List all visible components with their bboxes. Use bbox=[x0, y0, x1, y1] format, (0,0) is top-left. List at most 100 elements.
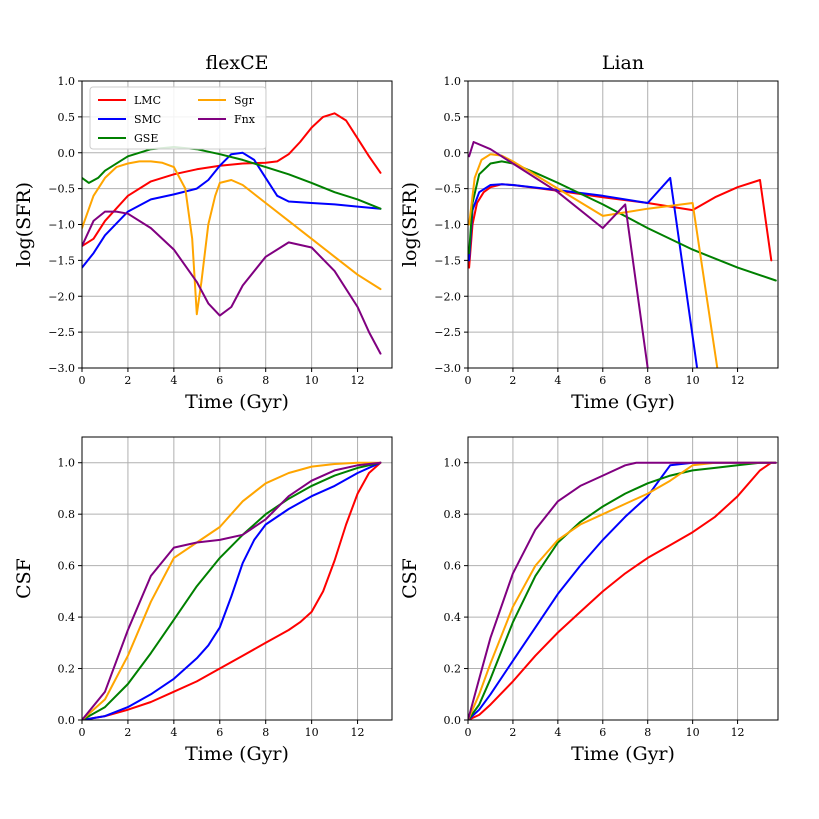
lian-csf-x-axis-label: Time (Gyr) bbox=[571, 743, 675, 765]
flexce-csf-x-tick-label: 2 bbox=[124, 726, 131, 739]
flexce-sfr-x-tick-label: 2 bbox=[124, 374, 131, 387]
lian-sfr-series-sgr bbox=[468, 153, 719, 368]
flexce-sfr-legend-label-lmc: LMC bbox=[134, 94, 161, 107]
flexce-sfr-y-tick-label: 1.0 bbox=[58, 75, 76, 88]
lian-csf-x-tick-label: 12 bbox=[731, 726, 745, 739]
lian-sfr-x-tick-label: 10 bbox=[686, 374, 700, 387]
flexce-csf-axes-frame bbox=[81, 436, 393, 721]
flexce-sfr-x-tick-label: 0 bbox=[79, 374, 86, 387]
lian-sfr-y-axis-label: log(SFR) bbox=[399, 182, 421, 267]
lian-csf-panel: 0 2 4 6 8 10 12 0.0 0.2 0.4 0.6 0.8 1.0 Time (Gyr) CSF bbox=[399, 436, 779, 765]
flexce-csf-series-gse bbox=[82, 461, 382, 720]
flexce-sfr-series-sgr bbox=[82, 160, 382, 316]
lian-sfr-y-tick-label: 0.0 bbox=[444, 147, 462, 160]
flexce-sfr-y-axis-label: log(SFR) bbox=[13, 182, 35, 267]
lian-csf-y-axis-label: CSF bbox=[399, 558, 421, 599]
flexce-sfr-legend-label-sgr: Sgr bbox=[234, 94, 255, 107]
flexce-sfr-y-tick-label: −2.0 bbox=[48, 290, 75, 303]
lian-sfr-y-tick-label: −0.5 bbox=[434, 183, 461, 196]
flexce-csf-y-tick-label: 1.0 bbox=[58, 457, 76, 470]
flexce-csf-panel: 0 2 4 6 8 10 12 0.0 0.2 0.4 0.6 0.8 1.0 Time (Gyr) CSF bbox=[13, 436, 393, 765]
flexce-sfr-legend: LMC Sgr SMC Fnx GSE bbox=[89, 86, 267, 150]
flexce-sfr-y-tick-label: −2.5 bbox=[48, 326, 75, 339]
lian-sfr-x-tick-label: 6 bbox=[599, 374, 606, 387]
lian-csf-y-tick-label: 0.6 bbox=[444, 560, 462, 573]
lian-sfr-x-tick-label: 2 bbox=[509, 374, 516, 387]
lian-sfr-y-tick-label: −1.5 bbox=[434, 254, 461, 267]
lian-csf-x-tick-label: 10 bbox=[686, 726, 700, 739]
flexce-csf-x-axis-label: Time (Gyr) bbox=[185, 743, 289, 765]
lian-csf-x-tick-label: 2 bbox=[509, 726, 516, 739]
flexce-sfr-y-tick-label: 0.0 bbox=[58, 147, 76, 160]
flexce-csf-y-tick-label: 0.0 bbox=[58, 714, 76, 727]
flexce-csf-x-tick-label: 4 bbox=[170, 726, 177, 739]
flexce-sfr-y-tick-label: −1.5 bbox=[48, 254, 75, 267]
lian-sfr-x-axis-label: Time (Gyr) bbox=[571, 391, 675, 413]
flexce-csf-x-tick-label: 8 bbox=[262, 726, 269, 739]
flexce-sfr-legend-label-gse: GSE bbox=[134, 132, 158, 145]
lian-sfr-panel: 0 2 4 6 8 10 12 −3.0 −2.5 −2.0 −1.5 −1.0 −0.5 0.0 0.5 1… bbox=[399, 52, 779, 413]
flexce-csf-x-tick-label: 10 bbox=[305, 726, 319, 739]
lian-sfr-y-tick-label: −2.0 bbox=[434, 290, 461, 303]
flexce-sfr-series-fnx bbox=[82, 210, 382, 355]
flexce-csf-x-tick-label: 6 bbox=[216, 726, 223, 739]
lian-sfr-x-tick-label: 8 bbox=[644, 374, 651, 387]
lian-sfr-y-tick-label: 0.5 bbox=[444, 111, 462, 124]
flexce-csf-y-tick-label: 0.8 bbox=[58, 508, 76, 521]
lian-csf-series-sgr bbox=[468, 461, 777, 720]
flexce-sfr-x-tick-label: 12 bbox=[351, 374, 365, 387]
lian-csf-y-tick-label: 1.0 bbox=[444, 457, 462, 470]
flexce-csf-y-tick-label: 0.6 bbox=[58, 560, 76, 573]
lian-csf-y-tick-label: 0.2 bbox=[444, 663, 462, 676]
flexce-csf-series-lmc bbox=[82, 461, 382, 720]
lian-sfr-series-gse bbox=[468, 160, 777, 282]
flexce-sfr-legend-label-smc: SMC bbox=[134, 113, 161, 126]
flexce-sfr-panel: 0 2 4 6 8 10 12 −3.0 −2.5 −2.0 −1.5 −1.0 −0.5 0.0 0.5 1… bbox=[13, 52, 393, 413]
flexce-csf-series-smc bbox=[82, 461, 382, 720]
lian-sfr-x-tick-label: 12 bbox=[731, 374, 745, 387]
flexce-sfr-y-tick-label: −0.5 bbox=[48, 183, 75, 196]
flexce-sfr-legend-box bbox=[89, 86, 267, 150]
flexce-sfr-x-axis-label: Time (Gyr) bbox=[185, 391, 289, 413]
flexce-sfr-x-tick-label: 4 bbox=[170, 374, 177, 387]
lian-csf-series-fnx bbox=[468, 461, 777, 720]
lian-sfr-y-tick-label: 1.0 bbox=[444, 75, 462, 88]
flexce-sfr-y-tick-label: −1.0 bbox=[48, 219, 75, 232]
flexce-csf-series-sgr bbox=[82, 461, 382, 720]
flexce-csf-series-fnx bbox=[82, 461, 382, 720]
flexce-csf-y-tick-label: 0.4 bbox=[58, 611, 76, 624]
lian-sfr-x-tick-label: 4 bbox=[554, 374, 561, 387]
flexce-sfr-series-gse bbox=[82, 146, 382, 210]
lian-sfr-y-tick-label: −2.5 bbox=[434, 326, 461, 339]
flexce-csf-series-group bbox=[82, 461, 382, 720]
flexce-sfr-series-group bbox=[82, 112, 382, 355]
flexce-csf-y-axis-label: CSF bbox=[13, 558, 35, 599]
flexce-sfr-series-lmc bbox=[82, 112, 382, 247]
lian-csf-series-lmc bbox=[468, 461, 773, 720]
lian-csf-x-tick-label: 6 bbox=[599, 726, 606, 739]
flexce-csf-x-tick-label: 0 bbox=[79, 726, 86, 739]
lian-csf-x-tick-label: 4 bbox=[554, 726, 561, 739]
lian-sfr-series-smc bbox=[468, 176, 699, 368]
lian-csf-y-tick-label: 0.4 bbox=[444, 611, 462, 624]
lian-sfr-title: Lian bbox=[602, 52, 644, 74]
lian-sfr-y-tick-label: −1.0 bbox=[434, 219, 461, 232]
flexce-csf-x-tick-label: 12 bbox=[351, 726, 365, 739]
flexce-sfr-x-tick-label: 6 bbox=[216, 374, 223, 387]
lian-csf-x-tick-label: 0 bbox=[465, 726, 472, 739]
flexce-csf-y-tick-label: 0.2 bbox=[58, 663, 76, 676]
lian-csf-axes-frame bbox=[467, 436, 779, 721]
lian-sfr-series-lmc bbox=[468, 179, 773, 269]
lian-csf-y-tick-label: 0.0 bbox=[444, 714, 462, 727]
lian-sfr-series-fnx bbox=[468, 141, 649, 368]
lian-sfr-y-tick-label: −3.0 bbox=[434, 362, 461, 375]
lian-csf-series-gse bbox=[468, 461, 777, 720]
lian-csf-x-tick-label: 8 bbox=[644, 726, 651, 739]
flexce-sfr-title: flexCE bbox=[205, 52, 268, 74]
flexce-sfr-x-tick-label: 10 bbox=[305, 374, 319, 387]
lian-sfr-x-tick-label: 0 bbox=[465, 374, 472, 387]
flexce-sfr-y-tick-label: 0.5 bbox=[58, 111, 76, 124]
flexce-sfr-legend-label-fnx: Fnx bbox=[234, 113, 256, 126]
flexce-sfr-series-smc bbox=[82, 151, 382, 269]
